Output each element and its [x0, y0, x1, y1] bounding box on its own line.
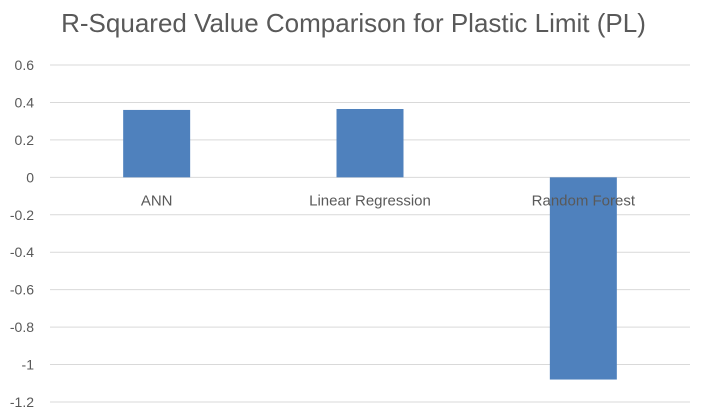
- bar-linear-regression: [336, 108, 404, 178]
- y-tick-label: 0.2: [15, 132, 35, 148]
- chart-title: R-Squared Value Comparison for Plastic L…: [61, 8, 646, 38]
- y-axis-tick-labels: 0.6 0.4 0.2 0 -0.2 -0.4 -0.6 -0.8 -1 -1.2: [10, 57, 34, 410]
- y-tick-label: 0.4: [15, 94, 35, 110]
- y-tick-label: -0.2: [10, 207, 34, 223]
- y-tick-label: -0.4: [10, 244, 34, 260]
- y-tick-label: 0.6: [15, 57, 35, 73]
- y-tick-label: -1.2: [10, 394, 34, 410]
- bar-random-forest: [549, 177, 617, 380]
- bars: [123, 108, 617, 380]
- bar-ann: [123, 109, 191, 178]
- y-tick-label: -0.6: [10, 282, 34, 298]
- y-tick-label: -0.8: [10, 319, 34, 335]
- y-tick-label: -1: [22, 357, 35, 373]
- category-label: Linear Regression: [309, 192, 431, 209]
- y-tick-label: 0: [26, 169, 34, 185]
- category-label: ANN: [141, 192, 173, 209]
- category-label: Random Forest: [532, 192, 636, 209]
- category-labels: ANN Linear Regression Random Forest: [141, 192, 636, 209]
